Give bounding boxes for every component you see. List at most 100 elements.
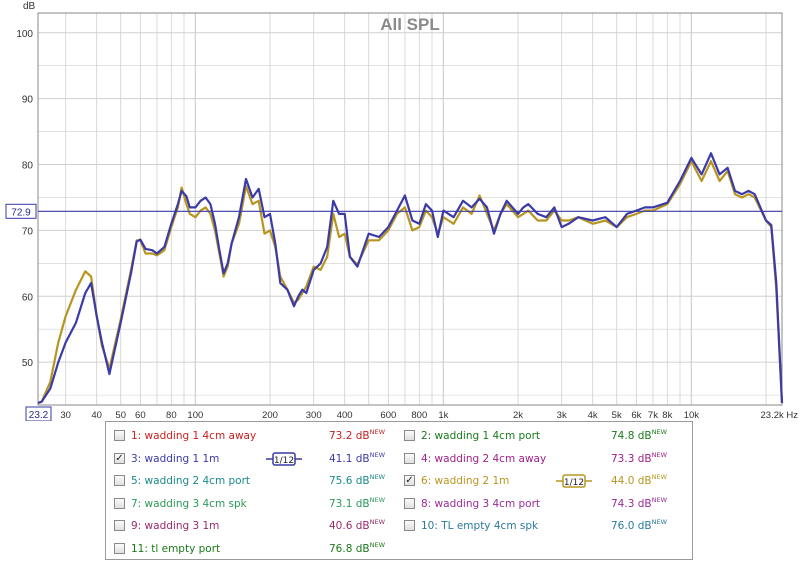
legend-entry[interactable]: ✓ 6: wadding 2 1m 1/12 44.0 dBNEW [404,471,684,491]
legend-checkbox[interactable] [404,520,415,532]
x-tick-label: 800 [411,410,427,421]
x-tick-label: 8k [662,410,672,421]
y-axis-ticks: 50 60 70 80 90 100 [16,29,33,369]
legend-checkbox[interactable] [404,430,415,441]
x-tick-label: 4k [588,410,598,421]
legend-entry[interactable]: 7: wadding 3 4cm spk 73.1 dBNEW [114,494,394,514]
legend-new-tag: NEW [369,428,385,436]
x-tick-label: 600 [380,410,396,421]
legend-label: 9: wadding 3 1m [131,520,220,533]
legend-value-text: 44.0 dB [611,475,652,488]
legend-value: 41.1 dBNEW [329,449,385,469]
reference-value-label: 72.9 [11,207,31,218]
legend-entry[interactable]: 4: wadding 2 4cm away 73.3 dBNEW [404,449,684,469]
x-tick-label: 30 [60,410,71,421]
legend-entry[interactable]: 9: wadding 3 1m 40.6 dBNEW [114,516,394,536]
x-tick-label: 100 [187,410,203,421]
legend-value-text: 73.3 dB [611,452,652,465]
legend-label: 11: tl empty port [131,543,221,555]
legend-entry[interactable]: 11: tl empty port 76.8 dBNEW [114,539,394,559]
legend-new-tag: NEW [369,473,385,482]
x-tick-label: 6k [631,410,641,421]
legend-value-text: 41.1 dB [329,452,370,465]
legend-entry[interactable]: 8: wadding 3 4cm port 74.3 dBNEW [404,494,684,514]
legend-value: 76.0 dBNEW [611,516,667,536]
y-tick-label: 70 [22,226,34,237]
legend-label: 6: wadding 2 1m [421,475,510,488]
legend-new-tag: NEW [369,450,385,459]
legend-value-text: 75.6 dB [329,475,370,488]
x-tick-label: 23.2k Hz [761,410,799,421]
x-tick-label: 2k [513,410,523,421]
x-tick-label: 7k [648,410,658,421]
legend-checkbox[interactable]: ✓ [114,452,125,464]
x-tick-label: 23.2 [29,410,49,421]
legend-checkbox[interactable] [404,452,415,464]
legend-value-text: 73.1 dB [329,497,370,510]
legend-panel: 1: wadding 1 4cm away 73.2 dBNEW 2: waddin… [105,421,693,560]
legend-new-tag: NEW [651,495,667,504]
legend-value: 74.8 dBNEW [611,426,667,446]
legend-checkbox[interactable] [114,497,125,509]
smoothing-badge[interactable]: 1/12 [266,451,302,466]
x-tick-label: 1k [438,410,448,421]
legend-entry[interactable]: 1: wadding 1 4cm away 73.2 dBNEW [114,426,394,446]
legend-value-text: 76.8 dB [329,543,370,555]
smoothing-label: 1/12 [564,478,584,488]
smoothing-badge[interactable]: 1/12 [556,474,592,488]
legend-checkbox[interactable]: ✓ [404,475,415,487]
legend-checkbox[interactable] [114,520,125,532]
legend-entry[interactable]: 5: wadding 2 4cm port 75.6 dBNEW [114,471,394,491]
legend-value: 74.3 dBNEW [611,494,667,514]
legend-value: 44.0 dBNEW [611,471,667,491]
legend-checkbox[interactable] [114,543,125,554]
legend-checkbox[interactable] [404,497,415,509]
x-axis-ticks: 23.2 30 40 50 60 80 100 200 300 400 600 800 1k 2k 3k 4k… [25,406,799,421]
series-line-3 [37,152,784,405]
legend-value-text: 74.3 dB [611,497,652,510]
x-tick-label: 50 [115,410,126,421]
legend-new-tag: NEW [651,518,667,527]
legend-entry[interactable]: 10: TL empty 4cm spk 76.0 dBNEW [404,516,684,536]
smoothing-label: 1/12 [274,456,294,466]
reference-value-box[interactable] [5,203,37,219]
legend-new-tag: NEW [369,495,385,504]
chart-title: All SPL [380,15,440,34]
x-tick-label: 40 [91,410,102,421]
legend-value: 75.6 dBNEW [329,471,385,491]
y-tick-label: 80 [22,161,34,172]
legend-label: 8: wadding 3 4cm port [421,497,541,510]
legend-label: 1: wadding 1 4cm away [131,430,257,442]
legend-label: 2: wadding 1 4cm port [421,430,541,442]
legend-checkbox[interactable] [114,430,125,441]
x-range-start-box[interactable] [25,406,52,421]
legend-value: 40.6 dBNEW [329,516,385,536]
x-tick-label: 400 [337,410,353,421]
y-tick-label: 50 [22,358,34,369]
x-tick-label: 5k [612,410,622,421]
legend-new-tag: NEW [369,518,385,527]
legend-value-text: 74.8 dB [611,430,652,442]
legend-value: 73.3 dBNEW [611,449,667,469]
legend-new-tag: NEW [651,473,667,482]
legend-value-text: 40.6 dB [329,520,370,533]
x-tick-label: 80 [166,410,177,421]
spl-chart[interactable]: All SPL dB 50 60 70 80 90 100 23.2 30 40 50 60 80 1… [0,0,800,421]
x-tick-label: 200 [262,410,278,421]
series-lines [37,152,784,405]
x-tick-label: 3k [557,410,567,421]
chart-grid [38,13,782,405]
y-axis-unit-label: dB [23,1,36,12]
legend-entry[interactable]: 2: wadding 1 4cm port 74.8 dBNEW [404,426,684,446]
legend-label: 5: wadding 2 4cm port [131,475,251,488]
legend-entry[interactable]: ✓ 3: wadding 1 1m 1/12 41.1 dBNEW [114,449,394,469]
legend-label: 10: TL empty 4cm spk [421,520,539,533]
x-tick-label: 60 [135,410,146,421]
legend-new-tag: NEW [651,450,667,459]
y-tick-label: 90 [22,95,34,106]
reference-line[interactable]: 72.9 [5,203,782,219]
y-tick-label: 60 [22,292,34,303]
legend-label: 7: wadding 3 4cm spk [131,497,247,510]
legend-new-tag: NEW [369,541,385,549]
legend-checkbox[interactable] [114,475,125,487]
